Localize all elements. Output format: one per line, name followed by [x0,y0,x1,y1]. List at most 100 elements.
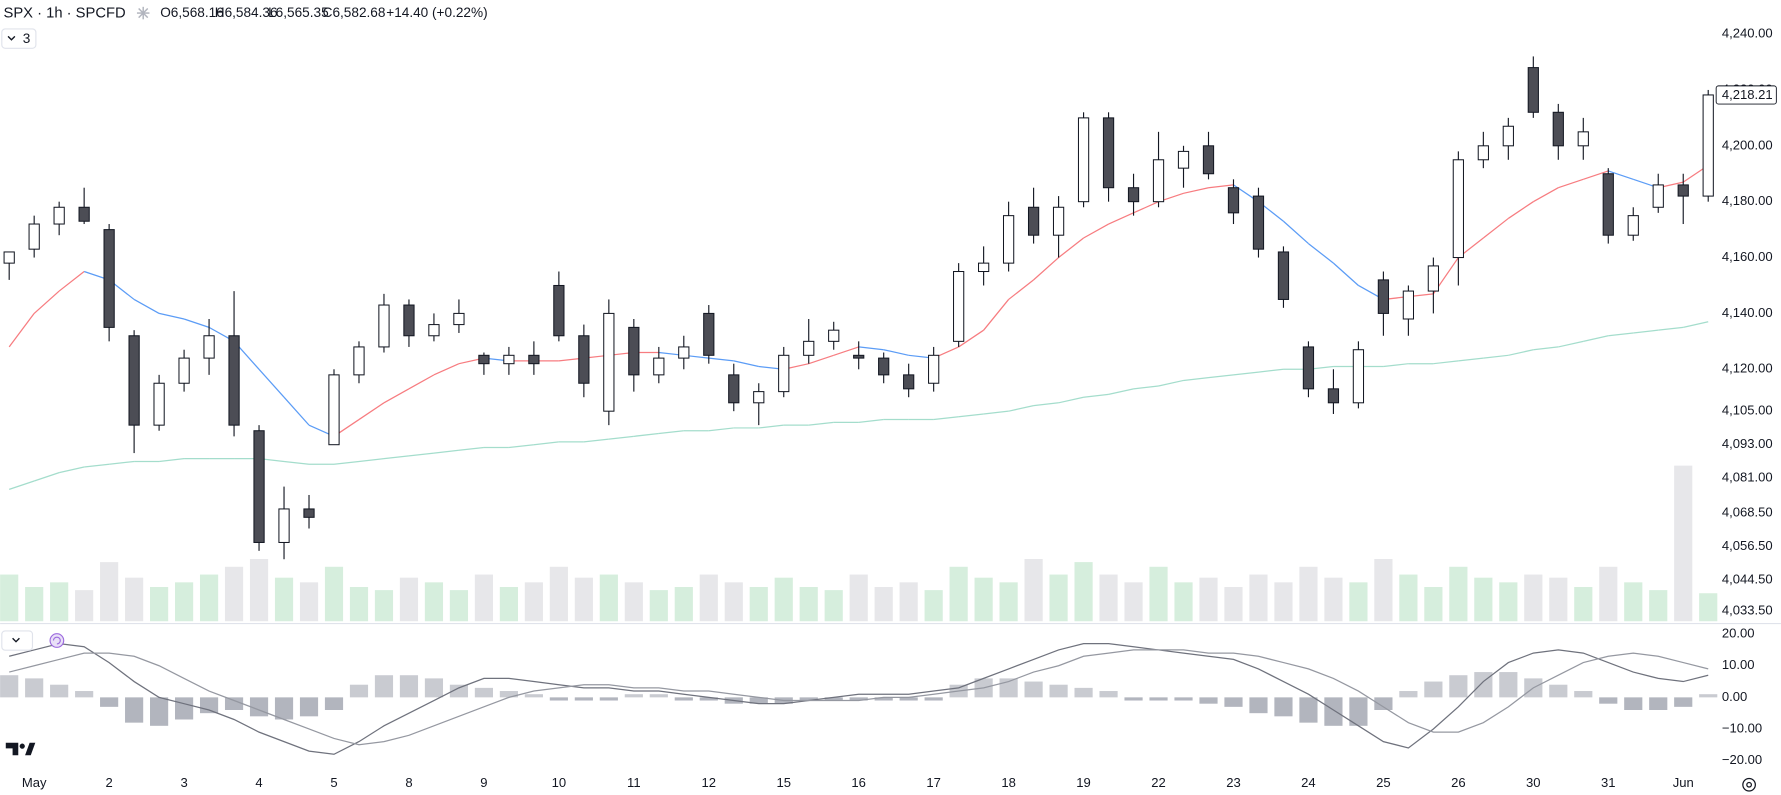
y-tick-label: 4,120.00 [1722,361,1773,376]
x-tick-label: 9 [480,775,487,790]
moving-average-segment [858,418,884,423]
moving-average-segment [1183,187,1209,194]
moving-average-segment [758,424,784,429]
candle-body [1227,187,1240,214]
candle-body [1602,173,1614,236]
moving-average-segment [658,430,684,435]
candle-body [1452,159,1464,259]
candle-body [1052,206,1065,236]
volume-bar [1449,566,1468,622]
moving-average-segment [1633,329,1659,334]
candle-body [278,508,290,543]
y-tick-label: 4,240.00 [1722,26,1773,41]
candle-body [178,357,190,384]
histogram-bar [1149,697,1168,701]
x-tick-label: Jun [1673,775,1694,790]
moving-average-segment [1083,223,1109,239]
candle-body [1177,150,1190,169]
macd-line [9,642,1709,755]
histogram-bar [499,691,518,698]
histogram-bar [824,697,843,701]
histogram-bar [1049,684,1068,698]
x-tick-label: 12 [702,775,717,790]
moving-average-segment [1583,335,1609,342]
moving-average-segment [608,435,634,440]
x-tick-label: 26 [1451,775,1466,790]
histogram-bar [874,697,893,701]
moving-average-segment [583,438,609,443]
histogram-bar [924,697,943,701]
volume-bar [1049,574,1068,622]
moving-average-segment [183,318,210,328]
moving-average-segment [58,271,85,292]
candle-body [753,391,765,404]
volume-bar [824,590,843,622]
x-tick-label: 11 [627,775,641,790]
histogram-bar [1499,672,1518,698]
histogram-bar [25,678,44,698]
volume-bar [1349,582,1368,622]
histogram-bar [1124,697,1143,701]
x-tick-label: 5 [330,775,337,790]
volume-bar [974,577,993,622]
y-tick-label: 4,180.00 [1722,193,1773,208]
volume-bar [749,587,768,622]
x-tick-label: 4 [255,775,262,790]
moving-average-segment [808,421,834,426]
candle-body [778,354,790,393]
symbol: SPX · 1h · SPCFD [4,6,126,22]
histogram-bar [449,684,469,698]
moving-average-segment [358,458,385,463]
change-value: +14.40 (+0.22%) [386,5,487,20]
volume-bar [874,587,893,622]
volume-bar [224,566,244,622]
candle-body [953,271,965,342]
volume-bar [1374,558,1393,622]
candle-body [1252,195,1265,250]
candle-body [1027,206,1040,236]
moving-average-segment [1083,393,1109,398]
volume-bar [374,590,394,622]
volume-bar [1574,587,1593,622]
candle-body [1002,215,1015,264]
indicators-toggle[interactable]: 3 [1,28,37,49]
candle-body [253,430,265,543]
candle-body [1302,346,1315,390]
histogram-bar [424,678,444,698]
histogram-bar [1199,697,1218,704]
histogram-bar [899,697,918,701]
candle-body [203,335,215,359]
logo[interactable] [5,742,36,756]
volume-bar [125,577,144,622]
pane-collapse-button[interactable] [1,630,34,651]
x-tick-label: 18 [1001,775,1016,790]
moving-average-segment [733,360,759,368]
moving-average-segment [1483,354,1509,359]
moving-average-segment [1533,187,1559,203]
moving-average-segment [1308,243,1334,264]
volume-bar [1649,590,1668,622]
settings-button[interactable] [1742,777,1756,792]
y-tick-label: 4,105.00 [1722,403,1773,418]
y-tick-label: −20.00 [1722,752,1762,767]
histogram-bar [1399,691,1418,698]
candle-body [78,206,90,222]
volume-bar [324,566,344,622]
moving-average-segment [433,363,460,376]
last-price-label: 4,218.21 [1722,87,1773,102]
last-price-box [1715,85,1777,105]
histogram-bar [349,684,369,698]
volume-bar [1424,587,1443,622]
moving-average-segment [1258,368,1284,373]
histogram-bar [649,694,668,698]
indicator-icon[interactable] [49,633,65,648]
candle-body [603,312,615,412]
moving-average-segment [283,396,310,426]
moving-average-segment [983,299,1010,331]
candle-body [1127,187,1140,203]
histogram-bar [1624,697,1643,711]
moving-average-segment [1507,201,1534,219]
moving-average-segment [1683,321,1709,328]
histogram-bar [624,694,643,698]
